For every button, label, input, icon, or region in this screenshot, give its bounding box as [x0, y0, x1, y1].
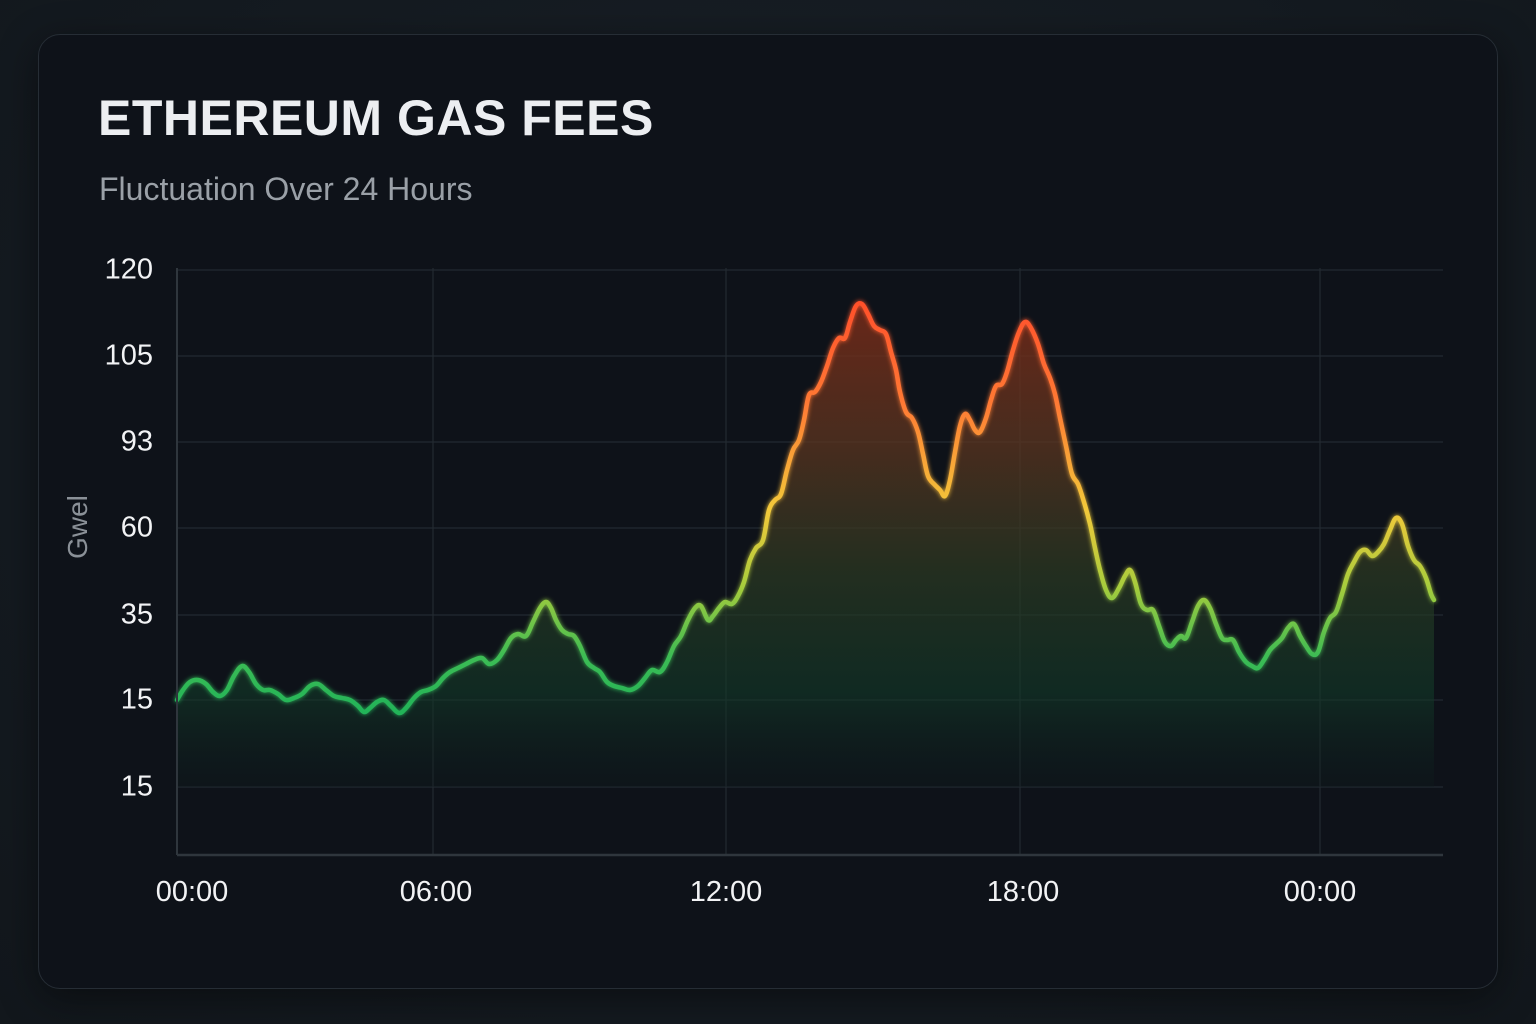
y-tick-label: 60	[120, 511, 153, 544]
x-tick-label: 06:00	[399, 876, 473, 908]
gas-fee-line[interactable]	[174, 300, 1437, 716]
area-fill	[177, 303, 1434, 787]
x-tick-label: 18:00	[986, 876, 1060, 908]
x-tick-label: 12:00	[689, 876, 763, 908]
y-tick-label: 15	[120, 683, 153, 716]
axes	[176, 268, 1443, 857]
y-tick-label: 105	[104, 339, 153, 372]
y-tick-label: 93	[120, 425, 153, 458]
y-tick-label: 120	[104, 253, 153, 286]
chart-title: ETHEREUM GAS FEES	[98, 90, 654, 146]
y-tick-label: 15	[120, 770, 153, 803]
chart-subtitle: Fluctuation Over 24 Hours	[99, 171, 473, 207]
x-tick-label: 00:00	[1283, 876, 1357, 908]
x-tick-label: 00:00	[155, 876, 229, 908]
y-tick-label: 35	[120, 598, 153, 631]
